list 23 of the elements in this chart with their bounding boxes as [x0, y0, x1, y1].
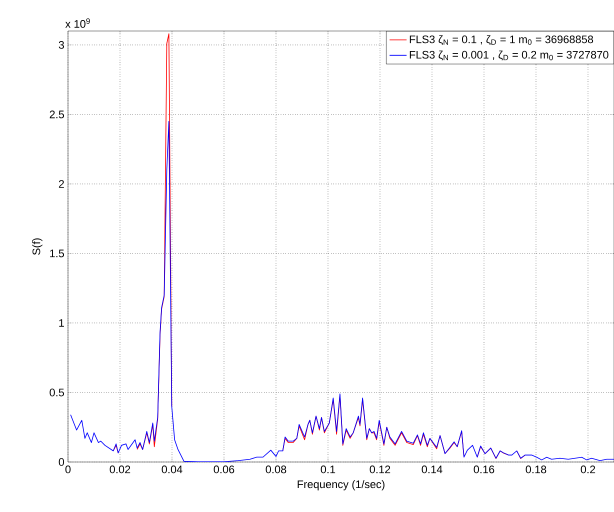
- x-tick-label: 0.18: [526, 466, 546, 474]
- y-tick-label: 1.5: [50, 250, 64, 258]
- x-tick-label: 0: [65, 466, 71, 474]
- x-tick-label: 0.08: [266, 466, 286, 474]
- x-tick-label: 0.16: [474, 466, 494, 474]
- x-tick-label: 0.06: [214, 466, 234, 474]
- y-tick-label: 0.5: [50, 388, 64, 396]
- y-tick-label: 1: [59, 319, 64, 327]
- legend-label: FLS3 ζ$_{N}$ = 0.001 , ζ$_{D}$ = 0.2 m$_{0}$ = 3727870: [410, 50, 608, 60]
- y-tick-label: 2.5: [50, 110, 64, 118]
- x-tick-label: 0.12: [370, 466, 390, 474]
- x-tick-label: 0.14: [422, 466, 442, 474]
- y-tick-label: 2: [58, 180, 64, 188]
- text: x 10$^{9}$: [65, 18, 90, 28]
- x-tick-label: 0.04: [162, 466, 182, 474]
- y-axis-title: S(f): [32, 238, 42, 255]
- legend-label: FLS3 ζ$_{N}$ = 0.1 , ζ$_{D}$ = 1 m$_{0}$ = 36968858: [410, 35, 594, 46]
- y-tick-label: 3: [58, 41, 64, 49]
- x-axis-title: Frequency (1/sec): [298, 480, 384, 490]
- y-tick-label: 0: [58, 458, 64, 466]
- x-tick-label: 0.2: [580, 466, 596, 474]
- x-tick-label: 0.02: [110, 466, 130, 474]
- x-tick-label: 0.1: [320, 466, 336, 474]
